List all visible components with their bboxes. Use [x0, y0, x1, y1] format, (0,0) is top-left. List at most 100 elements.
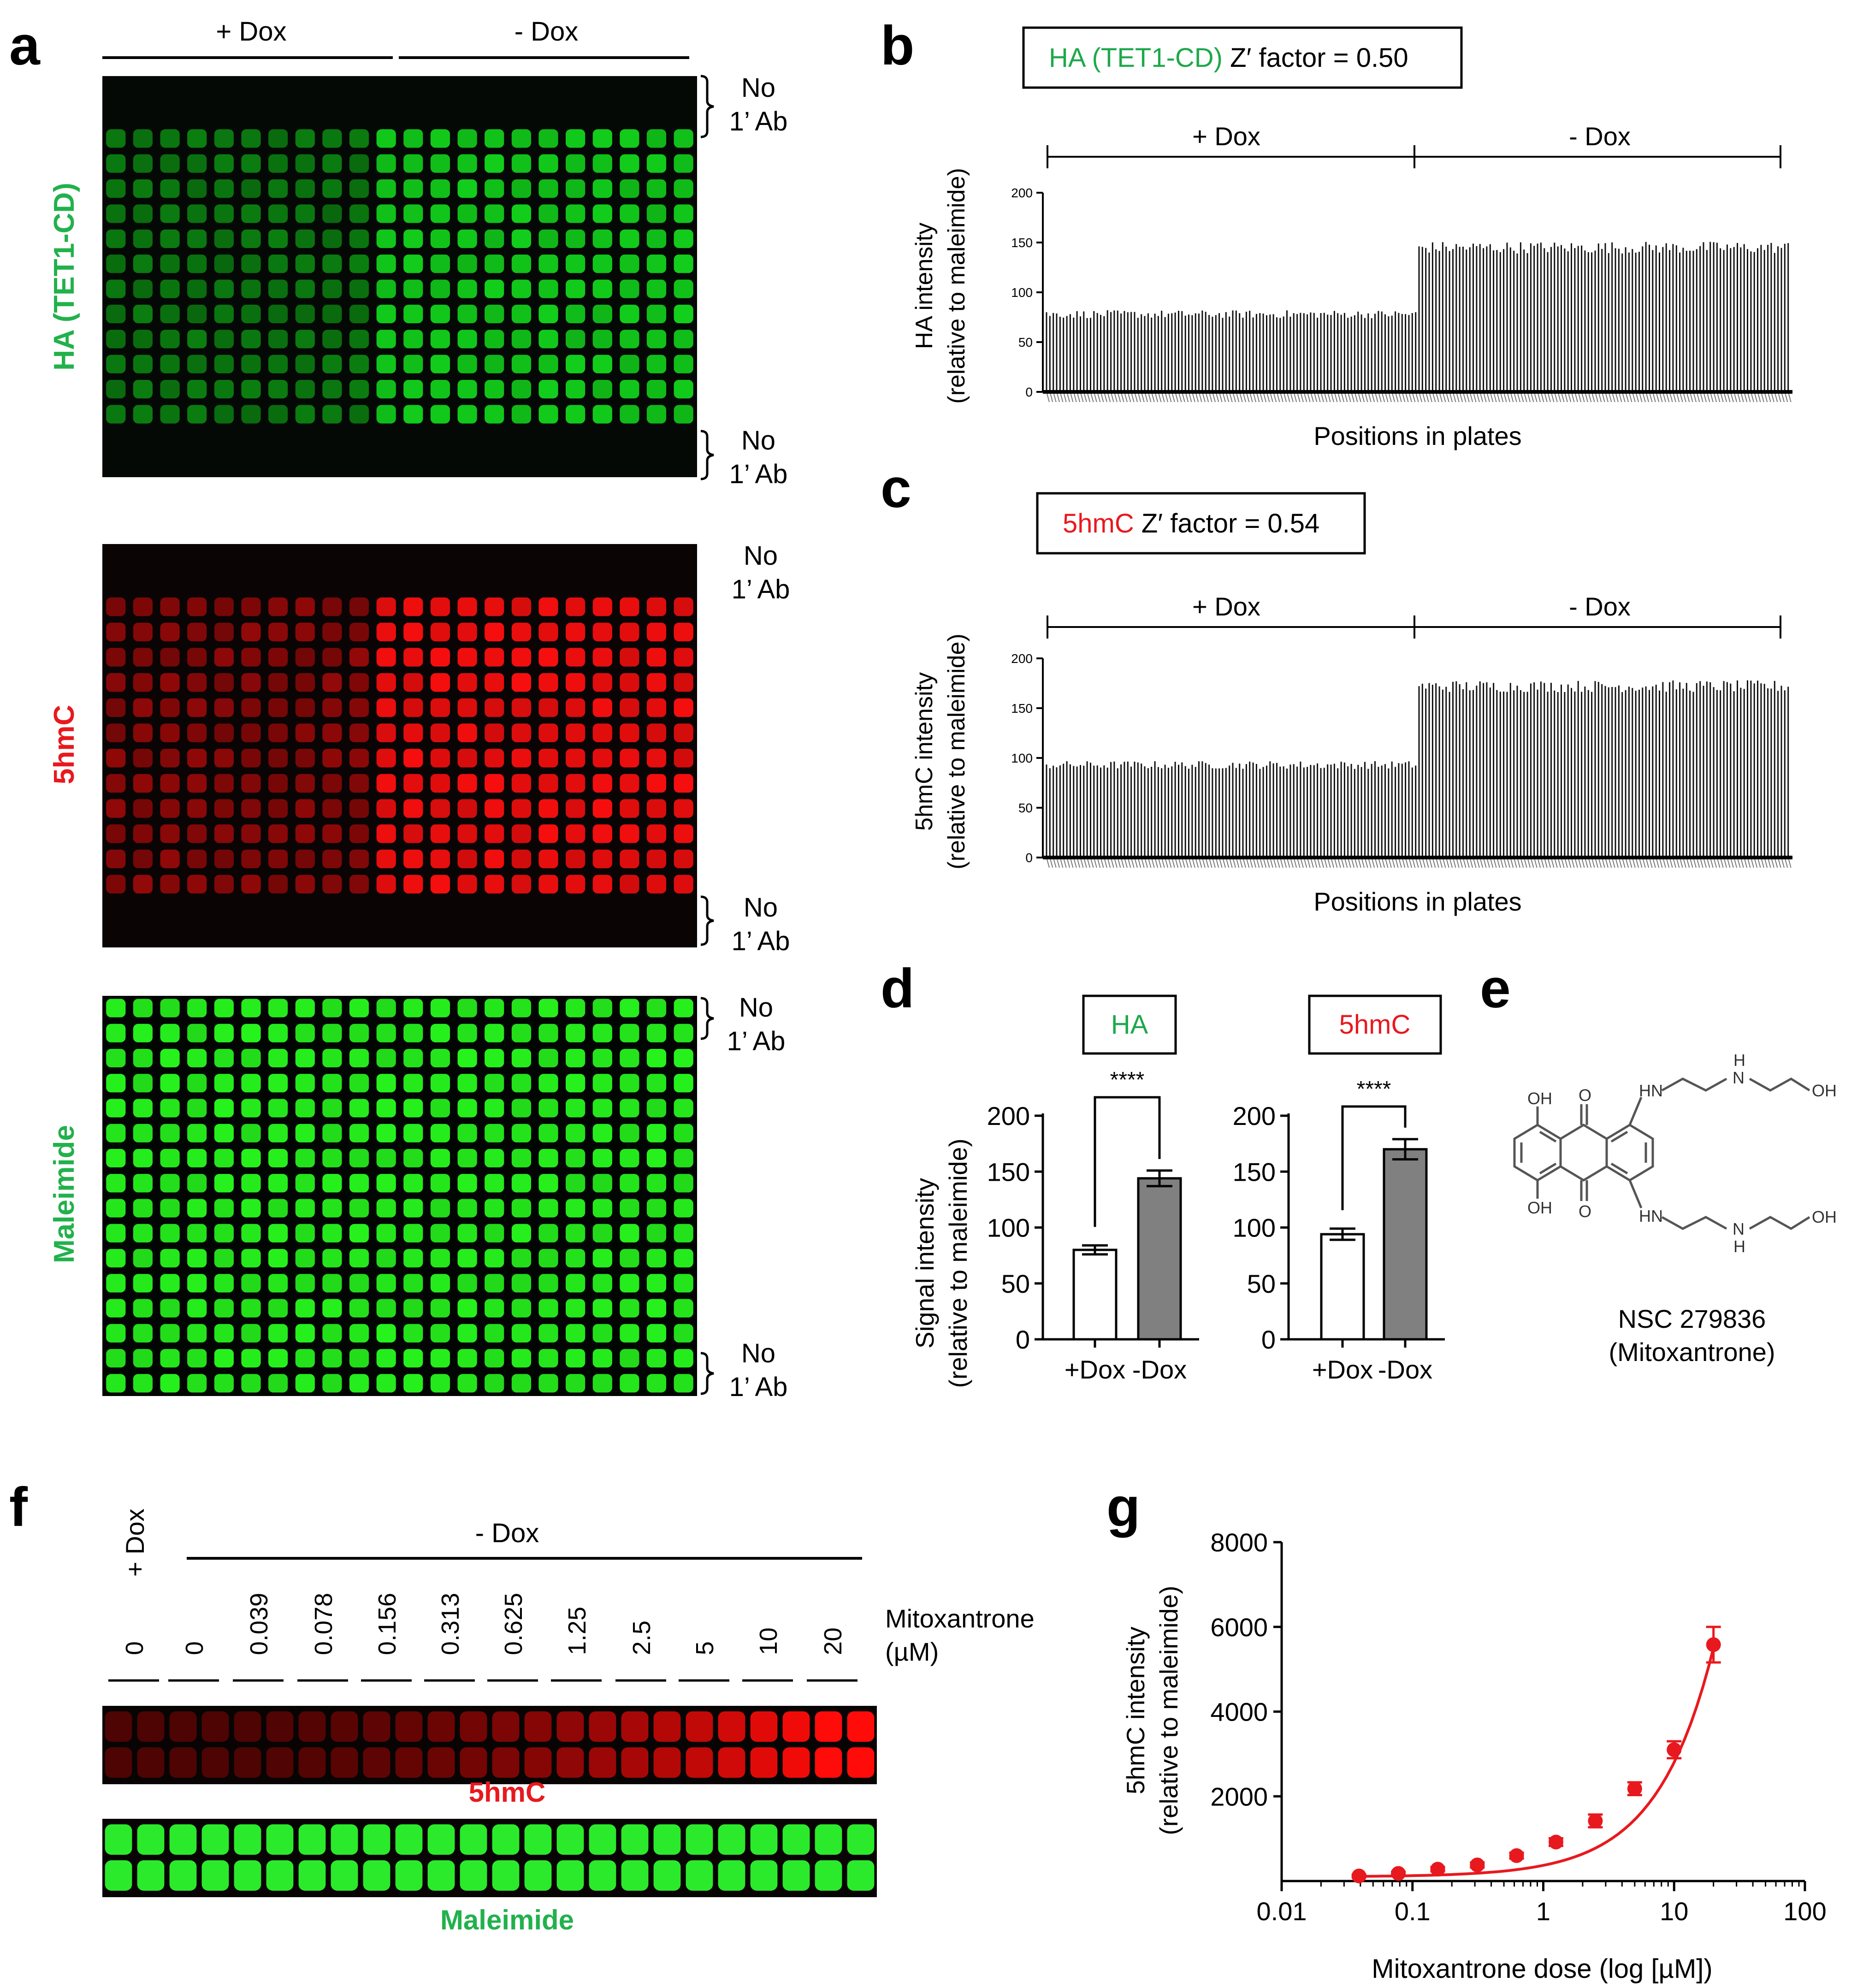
- blot-well: [620, 1324, 639, 1343]
- blot-well: [187, 1099, 207, 1118]
- blot-well: [592, 154, 612, 173]
- panel-b-bracket: [1047, 145, 1781, 168]
- blot-well: [322, 1199, 342, 1218]
- blot-well: [674, 875, 693, 893]
- blot-well: [457, 380, 477, 399]
- blot-well: [538, 1049, 558, 1068]
- blot-well: [241, 229, 261, 248]
- blot-well: [187, 179, 207, 198]
- blot-well: [457, 698, 477, 717]
- blot-well: [430, 1349, 450, 1368]
- blot-well: [566, 405, 586, 424]
- dose-label: 0: [121, 1641, 148, 1655]
- strip-well: [815, 1860, 842, 1891]
- y-tick-label: 100: [987, 1213, 1030, 1242]
- strip-well: [524, 1860, 552, 1891]
- blot-well: [295, 179, 315, 198]
- blot-well: [457, 405, 477, 424]
- blot-well: [241, 1324, 261, 1343]
- blot-well: [511, 355, 531, 373]
- blot-well: [620, 875, 639, 893]
- blot-well: [592, 1049, 612, 1068]
- strip-well: [524, 1824, 552, 1855]
- y-tick-label: 8000: [1210, 1528, 1268, 1557]
- blot-well: [187, 330, 207, 349]
- panel-d-box-ha-text: HA: [1111, 1010, 1148, 1040]
- blot-well: [403, 723, 423, 742]
- blot-well: [592, 355, 612, 373]
- blot-well: [674, 1099, 693, 1118]
- blot-well: [106, 1324, 126, 1343]
- panel-b-title-suffix: Z′ factor = 0.50: [1223, 43, 1408, 73]
- blot-well: [566, 622, 586, 642]
- blot-well: [133, 698, 153, 717]
- blot-well: [160, 1224, 180, 1242]
- blot-well: [620, 749, 639, 768]
- blot-well: [646, 597, 667, 616]
- blot-well: [376, 279, 396, 298]
- blot-well: [214, 1124, 234, 1142]
- blot-well: [620, 799, 639, 818]
- blot-well: [322, 179, 342, 198]
- blot-well: [133, 875, 153, 893]
- strip-well: [298, 1824, 326, 1855]
- blot-well: [187, 1149, 207, 1168]
- blot-well: [214, 999, 234, 1018]
- blot-well: [620, 1099, 639, 1118]
- panel-b-xlabel: Positions in plates: [1313, 421, 1521, 450]
- strip-well: [266, 1824, 294, 1855]
- blot-well: [106, 723, 126, 742]
- blot-well: [322, 304, 342, 324]
- blot-well: [646, 304, 667, 324]
- blot-well: [566, 380, 586, 399]
- blot-well: [295, 622, 315, 642]
- data-point: [1706, 1637, 1721, 1652]
- blot-well: [511, 380, 531, 399]
- strip-well: [105, 1747, 132, 1778]
- blot-well: [566, 1324, 586, 1343]
- blot-well: [241, 622, 261, 642]
- y-tick-label: 0: [1016, 1325, 1030, 1354]
- blot-well: [187, 774, 207, 793]
- blot-well: [403, 1199, 423, 1218]
- blot-well: [403, 380, 423, 399]
- blot-well: [106, 1174, 126, 1193]
- strip-well: [621, 1824, 649, 1855]
- strip-well: [298, 1860, 326, 1891]
- blot-well: [646, 648, 667, 667]
- blot-well: [430, 1199, 450, 1218]
- blot-well: [403, 1149, 423, 1168]
- blot-well: [241, 1299, 261, 1318]
- y-axis-label-2: (relative to maleimide): [1154, 1586, 1183, 1835]
- blot-well: [403, 1224, 423, 1242]
- strip-well: [847, 1824, 875, 1855]
- blot-well: [646, 1074, 667, 1093]
- blot-well: [566, 799, 586, 818]
- panel-f-legend-1: Mitoxantrone: [885, 1604, 1035, 1633]
- blot-well: [457, 648, 477, 667]
- blot-well: [133, 380, 153, 399]
- blot-well: [485, 1324, 504, 1343]
- blot-well: [160, 999, 180, 1018]
- strip-well: [653, 1860, 681, 1891]
- blot-well: [322, 774, 342, 793]
- blot-well: [187, 875, 207, 893]
- blot-well: [457, 597, 477, 616]
- blot-well: [674, 824, 693, 843]
- blot-well: [646, 129, 667, 148]
- strip-well: [492, 1824, 520, 1855]
- blot-well: [295, 1249, 315, 1268]
- strip-well: [169, 1711, 197, 1742]
- blot-well: [430, 1074, 450, 1093]
- blot-well: [674, 1324, 693, 1343]
- dose-label: 0.156: [373, 1593, 401, 1655]
- blot-well: [133, 749, 153, 768]
- blot-well: [133, 204, 153, 223]
- blot-well: [592, 129, 612, 148]
- strip-well: [234, 1860, 261, 1891]
- blot-well: [566, 849, 586, 869]
- blot-well: [106, 1374, 126, 1393]
- blot-well: [403, 597, 423, 616]
- blot-well: [106, 799, 126, 818]
- blot-well: [457, 999, 477, 1018]
